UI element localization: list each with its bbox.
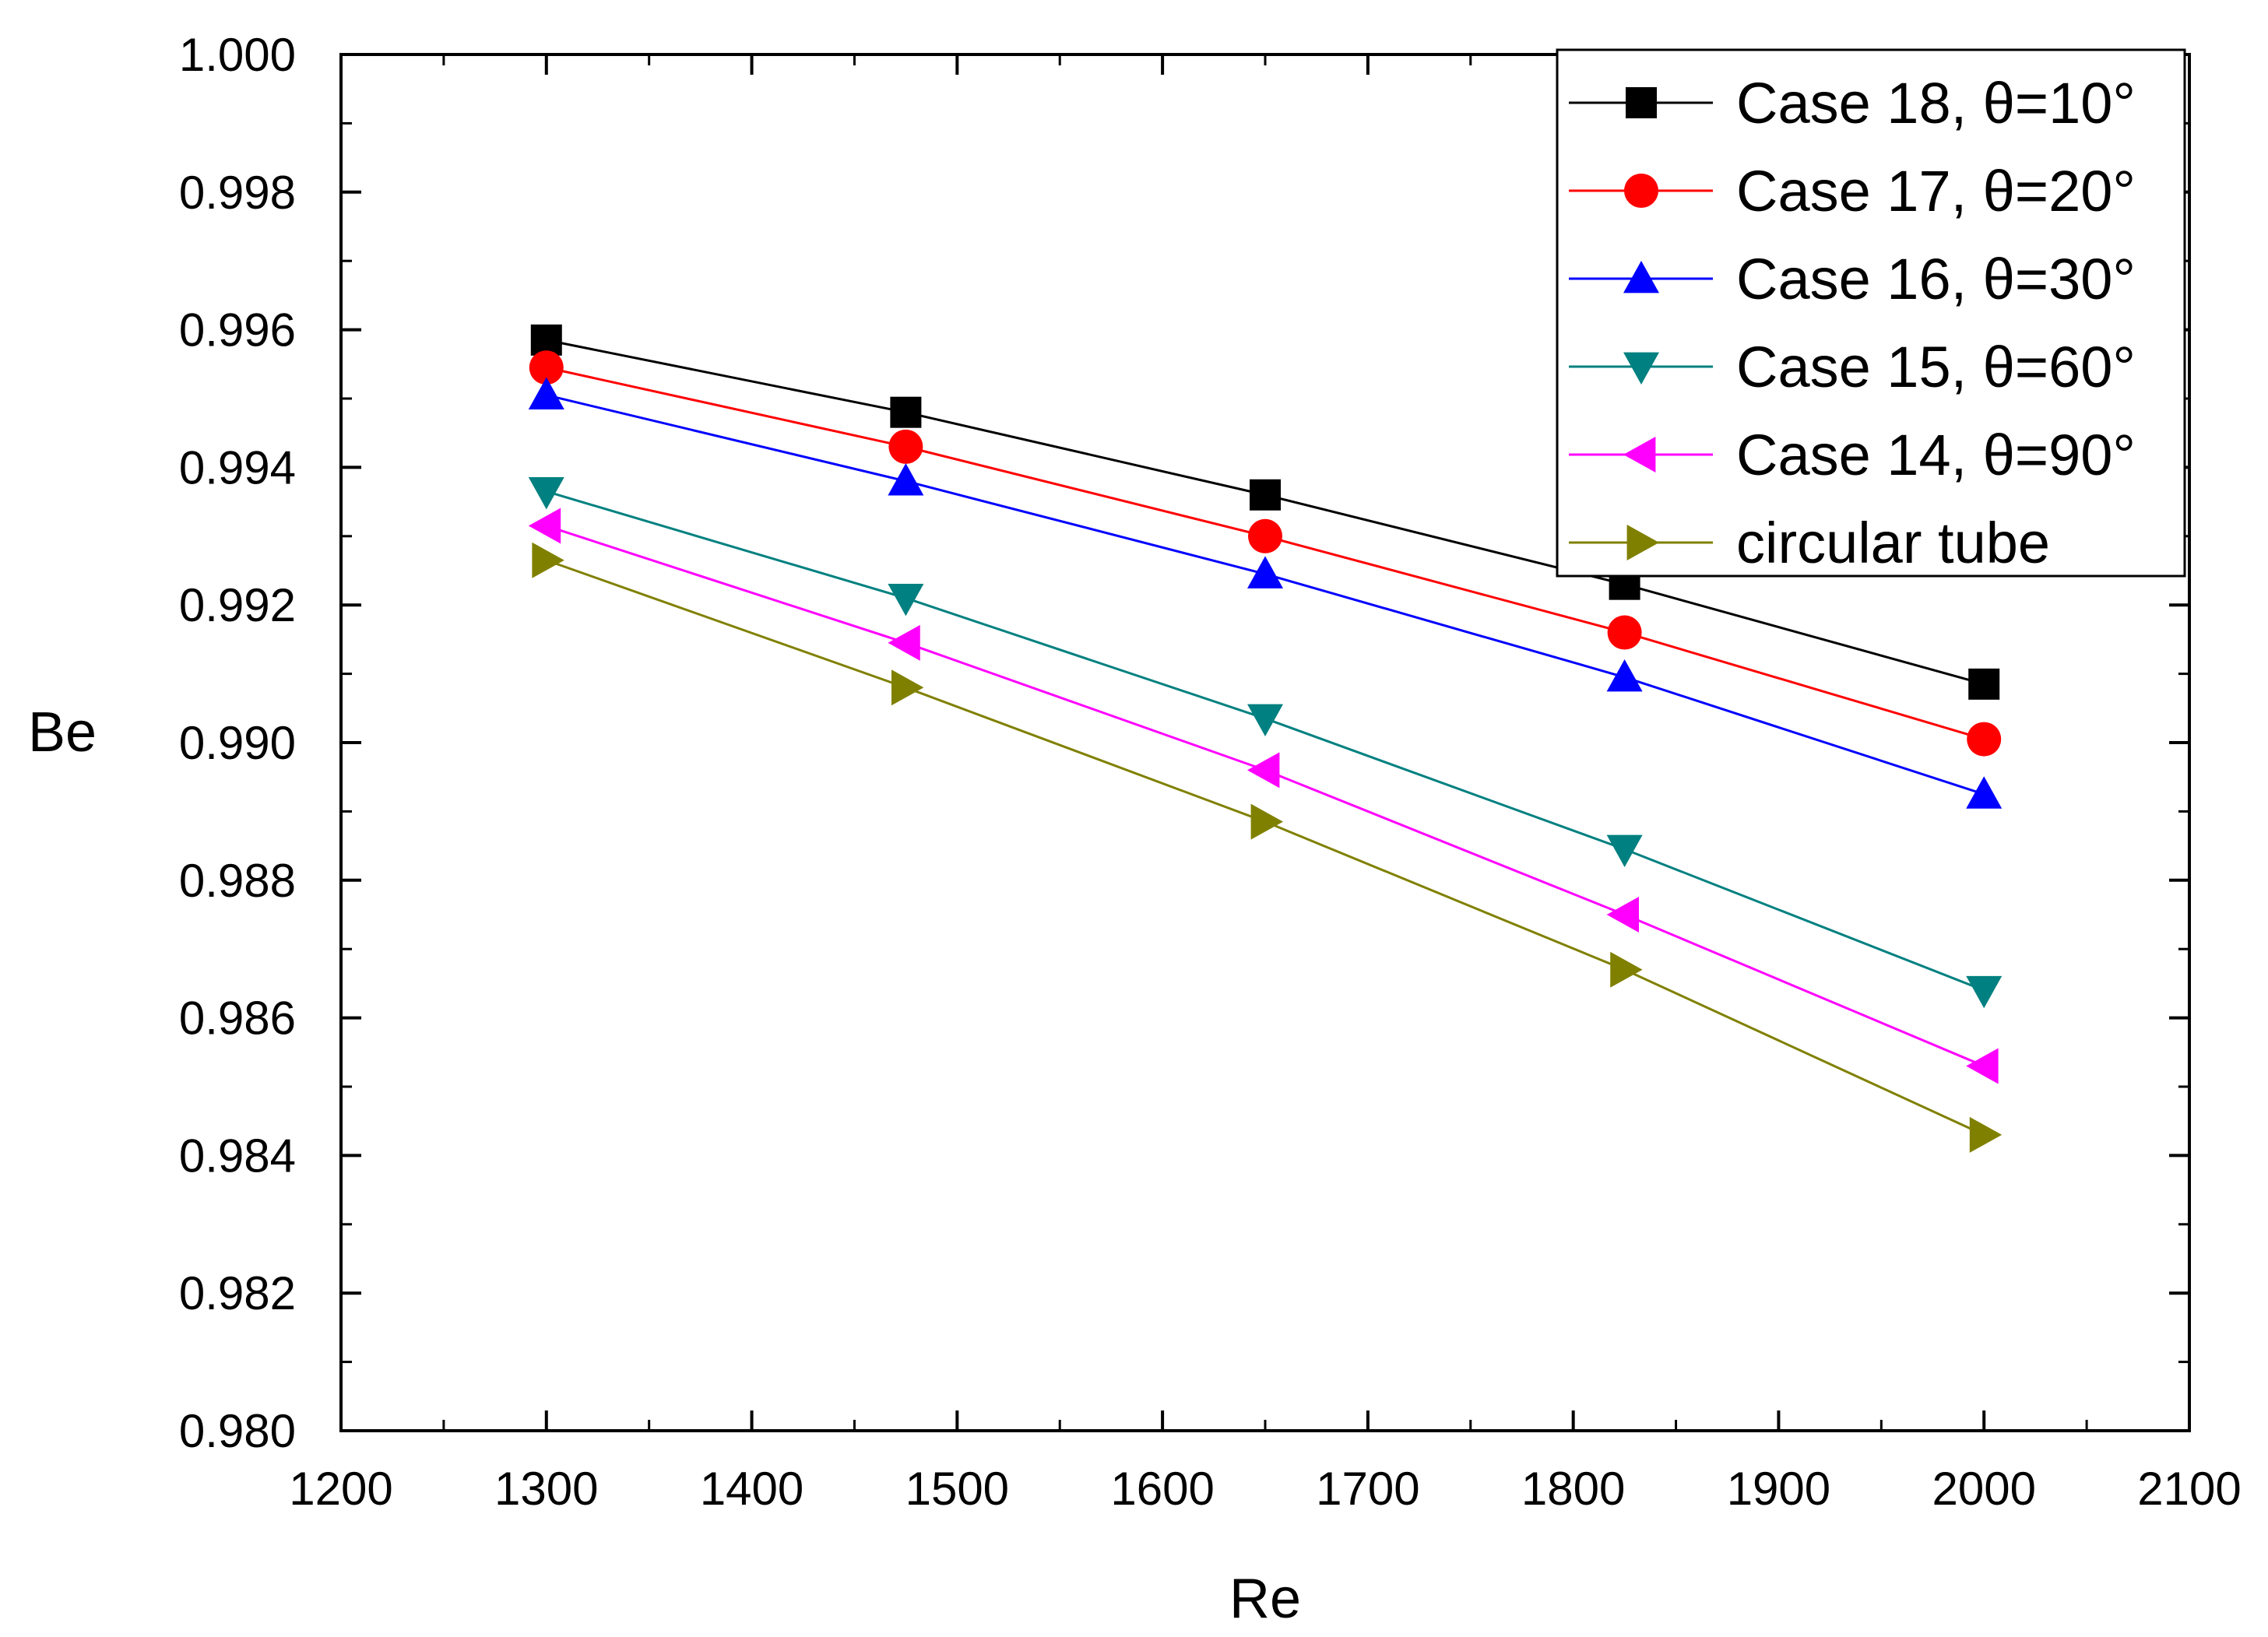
data-point bbox=[532, 542, 564, 578]
data-point bbox=[1247, 556, 1283, 588]
legend-entry: circular tube bbox=[1569, 511, 2050, 575]
legend-entry: Case 17, θ=20° bbox=[1569, 159, 2136, 223]
x-tick-label: 1700 bbox=[1316, 1463, 1419, 1515]
legend-marker bbox=[1623, 352, 1659, 385]
legend-marker bbox=[1626, 525, 1659, 560]
legend-entry: Case 14, θ=90° bbox=[1569, 423, 2136, 487]
x-tick-label: 1900 bbox=[1727, 1463, 1830, 1515]
legend-label: Case 14, θ=90° bbox=[1736, 423, 2136, 487]
y-axis-title: Be bbox=[28, 701, 97, 764]
legend-label: circular tube bbox=[1736, 511, 2050, 575]
legend-marker bbox=[1623, 261, 1659, 293]
data-point bbox=[1250, 479, 1281, 511]
legend-label: Case 17, θ=20° bbox=[1736, 159, 2136, 223]
legend-entry: Case 18, θ=10° bbox=[1569, 71, 2136, 135]
data-point bbox=[1248, 518, 1282, 553]
series-layer bbox=[528, 324, 2003, 1153]
y-tick-label: 0.982 bbox=[179, 1267, 296, 1319]
legend-box bbox=[1556, 48, 2186, 578]
legend-entry: Case 16, θ=30° bbox=[1569, 247, 2136, 311]
y-tick-label: 0.986 bbox=[179, 992, 296, 1045]
x-tick-label: 2100 bbox=[2137, 1463, 2241, 1515]
legend-label: Case 16, θ=30° bbox=[1736, 247, 2136, 311]
x-tick-label: 1400 bbox=[700, 1463, 803, 1515]
y-tick-label: 0.994 bbox=[179, 441, 296, 494]
data-point bbox=[891, 669, 924, 706]
y-tick-label: 0.980 bbox=[179, 1405, 296, 1457]
y-tick-label: 1.000 bbox=[179, 29, 296, 81]
data-point bbox=[529, 350, 564, 385]
data-point bbox=[528, 476, 564, 510]
series-2 bbox=[529, 350, 2002, 757]
series-4 bbox=[528, 476, 2003, 1009]
data-point bbox=[528, 377, 564, 409]
legend-entry: Case 15, θ=60° bbox=[1569, 335, 2136, 399]
legend-marker bbox=[1626, 87, 1657, 118]
y-tick-label: 0.990 bbox=[179, 717, 296, 769]
series-3 bbox=[528, 377, 2003, 809]
data-point bbox=[1247, 704, 1283, 737]
x-tick-label: 1300 bbox=[494, 1463, 598, 1515]
x-axis-title: Re bbox=[1229, 1568, 1301, 1630]
data-point bbox=[530, 324, 562, 356]
data-point bbox=[1968, 668, 2000, 700]
x-tick-label: 1600 bbox=[1110, 1463, 1214, 1515]
data-point bbox=[528, 508, 561, 544]
data-point bbox=[1967, 722, 2002, 757]
axis-tick-labels: 1200 1300 1400 1500 1600 1700 1800 1900 2000 2100… bbox=[179, 29, 2242, 1515]
legend: Case 18, θ=10° Case 17, θ=20° Case 16, θ=3… bbox=[1556, 48, 2186, 578]
series-line bbox=[546, 525, 1985, 1067]
data-point bbox=[1250, 803, 1283, 840]
series-line bbox=[546, 559, 1985, 1136]
legend-label: Case 15, θ=60° bbox=[1736, 335, 2136, 399]
data-point bbox=[1610, 951, 1643, 988]
data-point bbox=[888, 624, 920, 661]
series-5 bbox=[528, 508, 1999, 1084]
y-tick-label: 0.988 bbox=[179, 855, 296, 907]
data-point bbox=[1966, 776, 2003, 809]
y-tick-label: 0.992 bbox=[179, 579, 296, 631]
y-tick-label: 0.998 bbox=[179, 167, 296, 219]
data-point bbox=[890, 396, 922, 428]
data-point bbox=[888, 429, 923, 464]
data-point bbox=[1247, 752, 1280, 789]
data-point bbox=[888, 463, 924, 496]
data-point bbox=[1966, 975, 2003, 1009]
x-tick-label: 1800 bbox=[1521, 1463, 1625, 1515]
data-point bbox=[1966, 1048, 1999, 1084]
x-tick-label: 1500 bbox=[905, 1463, 1009, 1515]
plot-area-frame bbox=[339, 53, 2191, 1432]
y-tick-label: 0.996 bbox=[179, 304, 296, 357]
data-point bbox=[1969, 1116, 2003, 1153]
legend-marker bbox=[1623, 437, 1656, 472]
legend-marker bbox=[1624, 174, 1658, 208]
data-point bbox=[1607, 615, 1642, 650]
legend-label: Case 18, θ=10° bbox=[1736, 71, 2136, 135]
data-point bbox=[1606, 834, 1643, 868]
data-point bbox=[1606, 897, 1640, 933]
x-tick-label: 1200 bbox=[289, 1463, 392, 1515]
x-tick-label: 2000 bbox=[1932, 1463, 2035, 1515]
y-tick-label: 0.984 bbox=[179, 1129, 296, 1182]
data-point bbox=[888, 583, 924, 617]
data-point bbox=[1606, 659, 1643, 692]
series-6 bbox=[532, 542, 2003, 1153]
